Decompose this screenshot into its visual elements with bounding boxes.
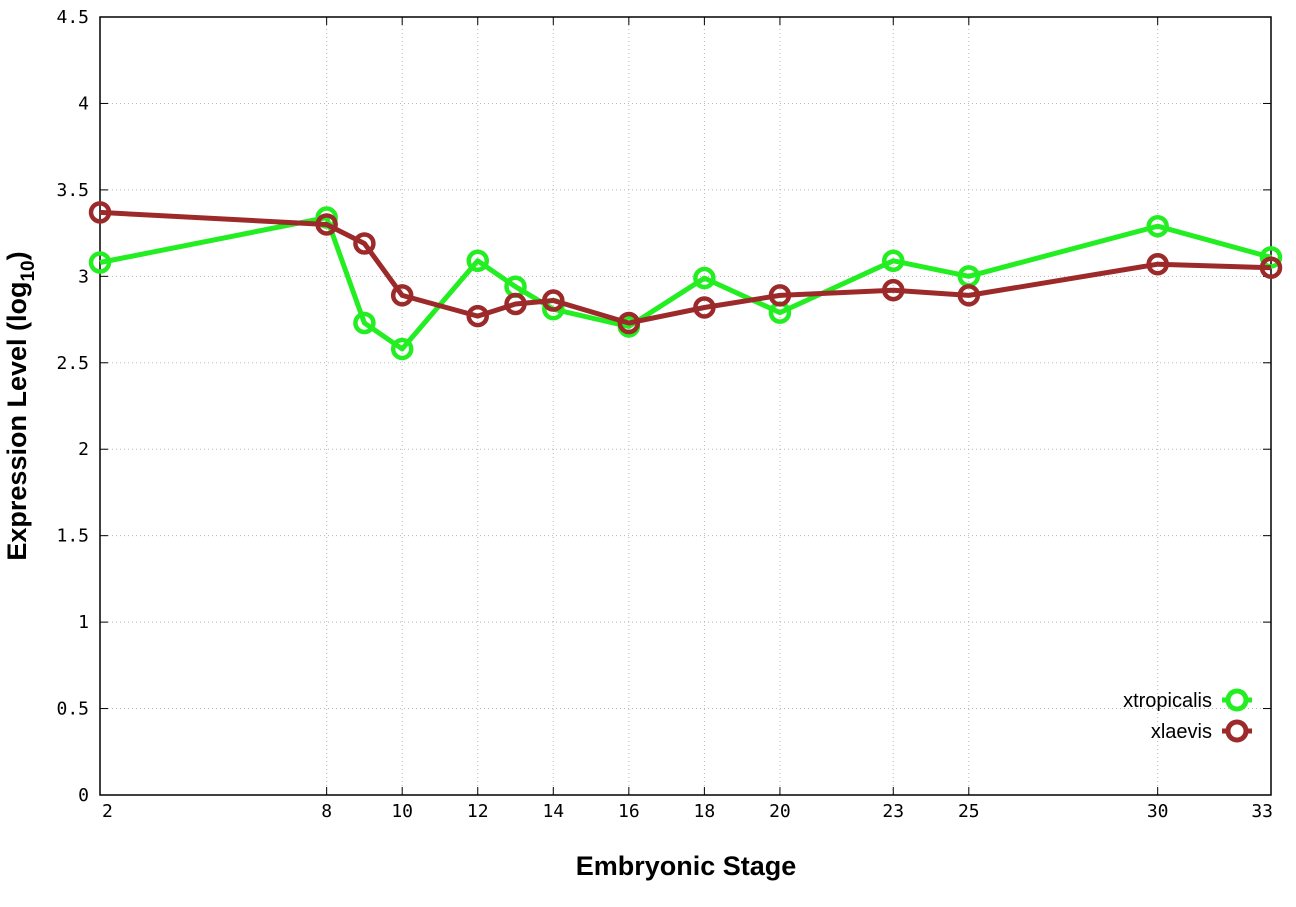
data-point-xlaevis: [768, 284, 792, 307]
data-point-xlaevis: [882, 278, 905, 302]
y-tick-label: 4.5: [56, 7, 89, 28]
grid-layer: [100, 17, 1271, 795]
x-tick-label: 33: [1251, 801, 1273, 822]
series-line-xtropicalis: [99, 215, 1272, 352]
x-tick-label: 8: [321, 801, 332, 822]
data-point-xtropicalis: [353, 311, 376, 335]
legend-label-xtropicalis: xtropicalis: [1123, 690, 1212, 712]
legend-marker-xtropicalis: [1225, 688, 1249, 712]
x-tick-label: 16: [618, 801, 640, 822]
y-axis-title-subscript: 10: [18, 260, 39, 281]
y-tick-label: 1: [78, 612, 89, 633]
x-tick-label: 20: [769, 801, 791, 822]
y-tick-label: 1.5: [56, 526, 89, 547]
y-tick-label: 4: [78, 93, 89, 114]
data-point-xtropicalis: [882, 249, 905, 273]
series-layer: [88, 201, 1283, 361]
y-tick-label: 2.5: [56, 353, 89, 374]
data-point-xlaevis: [957, 284, 981, 307]
data-point-xlaevis: [693, 296, 716, 319]
data-point-xtropicalis: [1146, 214, 1169, 238]
x-tick-label: 14: [542, 801, 564, 822]
x-axis-title: Embryonic Stage: [576, 851, 797, 881]
data-point-xtropicalis: [390, 337, 414, 361]
data-point-xlaevis: [1259, 256, 1283, 279]
y-tick-label: 0: [78, 785, 89, 806]
data-point-xtropicalis: [466, 249, 489, 273]
x-tick-label: 23: [882, 801, 904, 822]
data-point-xlaevis: [617, 311, 641, 335]
data-point-xlaevis: [1146, 252, 1169, 276]
data-point-xlaevis: [542, 289, 565, 312]
legend-label-xlaevis: xlaevis: [1151, 721, 1212, 743]
y-tick-label: 0.5: [56, 699, 89, 720]
x-tick-label: 25: [958, 801, 980, 822]
data-point-xtropicalis: [88, 251, 112, 274]
y-tick-label: 3.5: [56, 180, 89, 201]
data-point-xlaevis: [390, 284, 414, 307]
y-tick-label: 2: [78, 439, 89, 460]
tick-layer: 0 0.5 1 1.5 2 2.5 3 3.5 4 4.5 2 8 10 12 14 16 18 20 23 25 30…: [56, 7, 1273, 822]
data-point-xlaevis: [88, 201, 112, 224]
y-tick-label: 3: [78, 266, 89, 287]
data-point-xlaevis: [353, 232, 376, 255]
legend-marker-xlaevis: [1225, 719, 1249, 743]
y-axis-title-close: ): [2, 251, 32, 260]
x-tick-label: 30: [1147, 801, 1169, 822]
data-point-xtropicalis: [693, 266, 716, 290]
x-tick-label: 2: [102, 801, 113, 822]
x-tick-label: 10: [391, 801, 413, 822]
y-axis-title-main: Expression Level (log: [2, 282, 32, 561]
data-point-xlaevis: [315, 213, 338, 236]
legend: xtropicalis xlaevis: [1123, 688, 1252, 743]
plot-frame: [99, 16, 1272, 796]
x-tick-label: 12: [467, 801, 489, 822]
x-tick-label: 18: [694, 801, 716, 822]
data-point-xlaevis: [504, 292, 527, 316]
y-axis-title: Expression Level (log10): [2, 251, 39, 560]
data-point-xlaevis: [466, 304, 489, 328]
